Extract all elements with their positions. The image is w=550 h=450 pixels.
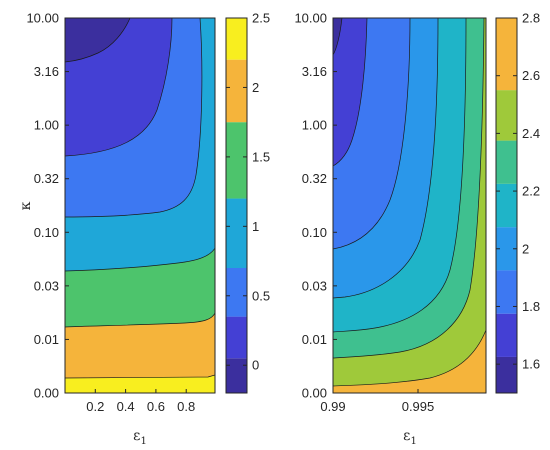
- colorbar-tick-label-right: 2.2: [522, 184, 540, 199]
- colorbar-tick-label-left: 2.5: [252, 11, 270, 26]
- colorbar-band-right: [496, 227, 517, 271]
- colorbar-band-right: [496, 270, 517, 314]
- contour-regions-left: [65, 18, 215, 393]
- colorbar-band-right: [496, 356, 517, 393]
- y-tick-label-right: 1.00: [302, 118, 327, 133]
- x-axis-label-right-subscript: 1: [410, 436, 416, 447]
- colorbar-tick-label-right: 1.8: [522, 299, 540, 314]
- x-ticks-right: 0.99 0.995: [320, 389, 434, 414]
- colorbar-band-left: [226, 316, 247, 359]
- x-axis-label-right: ε1: [403, 428, 417, 447]
- colorbar-tick-label-right: 1.6: [522, 357, 540, 372]
- y-tick-label-right: 0.32: [302, 171, 327, 186]
- colorbar-band-right: [496, 18, 517, 91]
- y-axis-label-left: κ: [18, 201, 34, 210]
- colorbar-tick-label-right: 2.6: [522, 68, 540, 83]
- y-tick-label-left: 3.16: [34, 64, 59, 79]
- colorbar-tick-label-left: 0.5: [252, 288, 270, 303]
- colorbar-band-right: [496, 183, 517, 228]
- axes-frame-left: [64, 17, 216, 394]
- y-tick-label-left: 0.00: [34, 386, 59, 401]
- colorbar-tick-label-right: 2.8: [522, 11, 540, 26]
- colorbar-right-ticks: 1.6 1.8 2 2.2 2.4 2.6 2.8: [496, 11, 540, 372]
- colorbar-band-left: [226, 122, 247, 199]
- colorbar-band-right: [496, 140, 517, 184]
- colorbar-tick-label-left: 2: [252, 80, 259, 95]
- colorbar-band-left: [226, 358, 247, 393]
- colorbar-band-left: [226, 18, 247, 60]
- x-tick-label-right: 0.99: [320, 399, 345, 414]
- colorbar-band-left: [226, 268, 247, 317]
- y-ticks-left: 0.00 0.01 0.03 0.10 0.32 1.00 3.16 10.00: [26, 11, 69, 401]
- colorbar-left-ticks: 0 0.5 1 1.5 2 2.5: [226, 11, 270, 373]
- colorbar-left-bands: [226, 18, 247, 393]
- y-tick-label-left: 10.00: [26, 11, 59, 26]
- x-tick-label-left: 0.8: [177, 399, 195, 414]
- y-tick-label-right: 0.10: [302, 225, 327, 240]
- y-tick-label-right: 3.16: [302, 64, 327, 79]
- y-tick-label-left: 0.10: [34, 225, 59, 240]
- colorbar-band-left: [226, 198, 247, 268]
- y-tick-label-left: 0.32: [34, 171, 59, 186]
- y-tick-label-right: 0.03: [302, 278, 327, 293]
- colorbar-tick-label-left: 0: [252, 358, 259, 373]
- x-axis-label-left-subscript: 1: [140, 436, 146, 447]
- y-tick-label-right: 10.00: [294, 11, 327, 26]
- contour-regions-right: [333, 18, 486, 393]
- colorbar-tick-label-right: 2.4: [522, 126, 540, 141]
- colorbar-right: 1.6 1.8 2 2.2 2.4 2.6 2.8: [495, 11, 540, 394]
- region-left-6: [65, 18, 131, 63]
- x-axis-label-left: ε1: [133, 428, 147, 447]
- colorbar-band-right: [496, 90, 517, 141]
- colorbar-left-frame: [225, 17, 248, 394]
- axes-frame-right: [332, 17, 487, 394]
- y-tick-label-right: 0.01: [302, 332, 327, 347]
- x-tick-label-left: 0.6: [147, 399, 165, 414]
- x-tick-label-left: 0.2: [86, 399, 104, 414]
- colorbar-right-bands: [496, 18, 517, 393]
- x-axis-label-right-symbol: ε: [403, 428, 410, 444]
- x-axis-label-left-symbol: ε: [133, 428, 140, 444]
- x-ticks-left: 0.2 0.4 0.6 0.8: [86, 389, 195, 414]
- x-tick-label-right: 0.995: [402, 399, 435, 414]
- colorbar-right-frame: [495, 17, 518, 394]
- x-tick-label-left: 0.4: [117, 399, 135, 414]
- region-right-6: [333, 18, 368, 167]
- y-tick-label-left: 0.03: [34, 278, 59, 293]
- colorbar-band-right: [496, 313, 517, 357]
- colorbar-band-left: [226, 59, 247, 123]
- colorbar-left: 0 0.5 1 1.5 2 2.5: [225, 11, 270, 394]
- colorbar-tick-label-left: 1: [252, 219, 259, 234]
- y-tick-label-left: 1.00: [34, 118, 59, 133]
- contour-plot-left: 0.00 0.01 0.03 0.10 0.32 1.00 3.16 10.00 0.2 0.4…: [18, 11, 216, 447]
- y-tick-label-right: 0.00: [302, 386, 327, 401]
- colorbar-tick-label-right: 2: [522, 241, 529, 256]
- y-tick-label-left: 0.01: [34, 332, 59, 347]
- colorbar-tick-label-left: 1.5: [252, 149, 270, 164]
- y-ticks-right: 0.00 0.01 0.03 0.10 0.32 1.00 3.16 10.00: [294, 11, 337, 401]
